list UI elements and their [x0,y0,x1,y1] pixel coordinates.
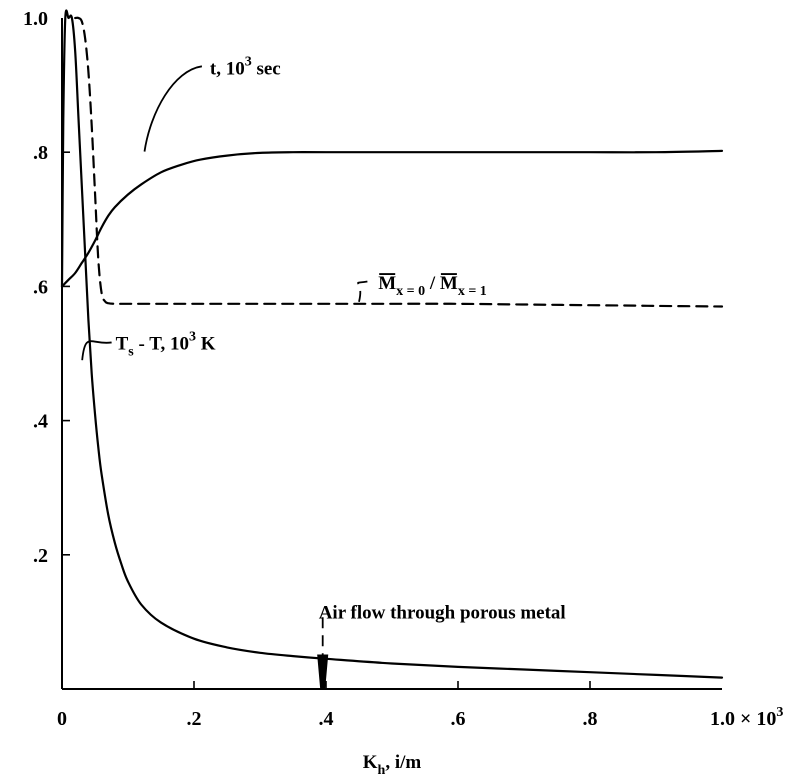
y-tick-label: .4 [33,411,48,433]
t-label-main: t, 10 [210,58,245,79]
air-flow-arrowhead [317,654,329,690]
t-series-label: t, 103 sec [210,54,281,79]
chart-axes [61,18,722,690]
x-tick-label: .6 [451,708,466,730]
ts-label-rest2: K [196,333,216,354]
ts-label-leader [81,340,112,361]
x-ticks: 0 .2 .4 .6 .8 1.0 × 103 [57,681,783,730]
x-label-rest: , i/m [385,752,421,773]
x-tick-label: .8 [583,708,598,730]
y-ticks: .2 .4 .6 .8 1.0 [23,8,70,567]
y-tick-label: .8 [33,142,48,164]
t-label-rest: sec [252,58,281,79]
x-tick-label: .4 [319,708,334,730]
m-ratio-label-text: Mx = 0 / Mx = 1 [378,273,487,299]
m-ratio-m1: M [378,273,396,294]
x-tick-label: 1.0 × 103 [710,705,783,730]
m-ratio-sub1: x = 0 [396,284,425,299]
x-tick-label: 0 [57,708,67,730]
ts-series-label: Ts - T, 103 K [116,329,216,359]
annotations: t, 103 sec Mx = 0 / Mx = 1 Ts - T, 103 K… [81,54,566,690]
ts-label-rest: - T, 10 [134,333,189,354]
t-label-leader [143,65,203,152]
y-tick-label: 1.0 [23,8,48,30]
x-axis-label: Kh, i/m [363,752,422,778]
m-ratio-sub2: x = 1 [458,284,487,299]
m-ratio-m2: M [440,273,458,294]
t-label-sup: 3 [245,54,252,69]
x-label-sub: h [378,763,386,778]
series-line-m_ratio [74,16,724,308]
m-ratio-slash: / [425,273,440,294]
series-line-ts_minus_t [60,9,724,679]
y-tick-label: .6 [33,276,48,298]
air-flow-annotation: Air flow through porous metal [319,602,566,623]
m-ratio-series-label: Mx = 0 / Mx = 1 [378,273,487,299]
ts-label-sub: s [128,344,134,359]
y-tick-label: .2 [33,545,48,567]
x-label-main: K [363,752,378,773]
series-line-t [60,149,724,288]
ts-label-sup: 3 [189,329,196,344]
x-tick-label: .2 [187,708,202,730]
series-layer [60,9,724,679]
m-ratio-label-leader [357,280,371,303]
ts-label-main: T [116,333,129,354]
